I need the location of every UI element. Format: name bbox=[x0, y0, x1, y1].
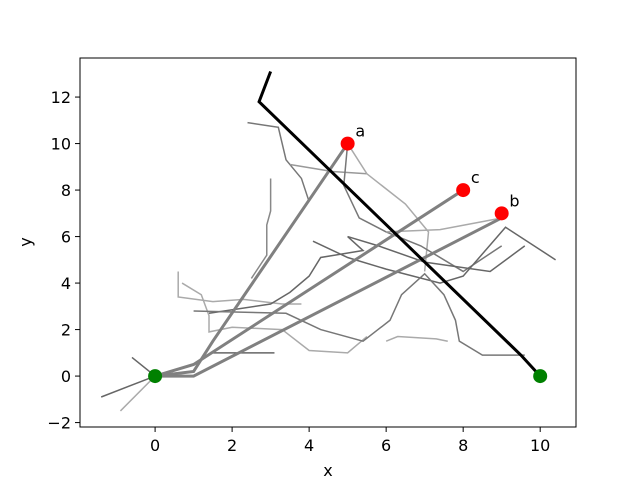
line bbox=[154, 142, 349, 378]
point bbox=[148, 369, 163, 384]
y-tick-label: −2 bbox=[47, 414, 71, 433]
line bbox=[312, 226, 556, 284]
y-tick-label: 4 bbox=[61, 274, 71, 293]
line bbox=[347, 143, 430, 272]
line bbox=[193, 272, 525, 356]
line bbox=[250, 178, 272, 279]
x-tick-label: 10 bbox=[530, 436, 550, 455]
y-tick-label: 12 bbox=[51, 88, 71, 107]
point bbox=[340, 136, 355, 151]
point bbox=[456, 183, 471, 198]
x-tick-label: 4 bbox=[304, 436, 314, 455]
plot-frame bbox=[79, 57, 577, 428]
line bbox=[155, 216, 503, 378]
line bbox=[119, 375, 156, 412]
line bbox=[257, 70, 542, 378]
line bbox=[386, 217, 502, 233]
point bbox=[533, 369, 548, 384]
line bbox=[208, 235, 526, 315]
line bbox=[247, 121, 310, 202]
y-tick-label: 8 bbox=[61, 181, 71, 200]
x-tick-label: 6 bbox=[381, 436, 391, 455]
x-axis-label: x bbox=[323, 461, 332, 480]
y-tick-label: 0 bbox=[61, 367, 71, 386]
annotation: b bbox=[509, 191, 519, 210]
line bbox=[385, 335, 448, 342]
annotation: a bbox=[355, 122, 365, 141]
line bbox=[154, 188, 464, 378]
point bbox=[494, 206, 509, 221]
annotation: c bbox=[471, 168, 480, 187]
x-tick-label: 2 bbox=[227, 436, 237, 455]
line bbox=[181, 282, 368, 354]
y-axis-label: y bbox=[16, 237, 35, 246]
x-tick-label: 8 bbox=[458, 436, 468, 455]
line bbox=[100, 356, 157, 398]
y-tick-label: 2 bbox=[61, 321, 71, 340]
y-tick-label: 6 bbox=[61, 228, 71, 247]
x-tick-label: 0 bbox=[150, 436, 160, 455]
y-tick-label: 10 bbox=[51, 135, 71, 154]
